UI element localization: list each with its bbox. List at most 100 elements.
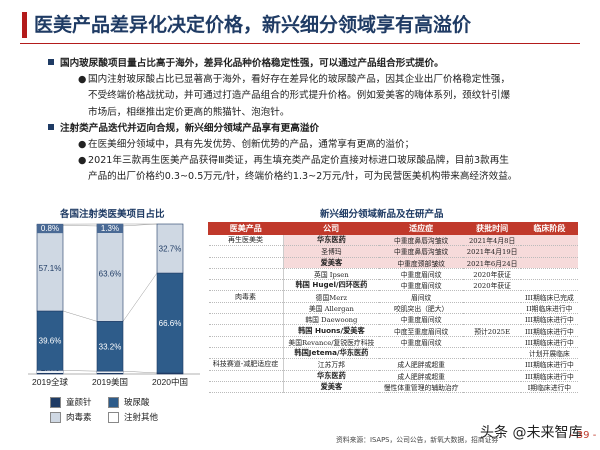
table-cell: 计划开展临床 [521,347,578,360]
table-cell: 咬肌突出（肥大） [379,302,464,315]
table-cell: 2021年4月8日 [463,234,522,247]
legend-swatch [108,411,119,423]
table-cell [208,302,284,315]
table-cell: 华东医药 [283,370,380,382]
table-cell: III期临床已完成 [521,290,578,303]
table-cell [521,268,578,281]
table-cell: 中重度眉间纹 [379,279,464,292]
table-cell: 2021年4月19日 [463,245,522,258]
bullet-1: 国内玻尿酸项目量占比高于海外，差异化品种价格稳定性强，可以通过产品组合形式提价。 [48,56,588,72]
data-label: 63.6% [99,270,122,279]
table-row: 韩国 Daewoong 中重度眉间纹 III期临床进行中 [208,313,578,326]
table-row: 肉毒素 德国Merz 眉间纹 III期临床已完成 [208,290,578,303]
table-cell: 2021年6月24日 [463,257,522,269]
table-cell [208,268,284,281]
bar-segment [156,223,184,274]
bullet-2-point-2: ● 2021年三款再生医美产品获得Ⅲ类证，再生填充类产品定价直接对标进口玻尿酸品牌… [78,155,509,167]
bar-segment [96,321,124,372]
stacked-bar-chart: 2.4%39.6%57.1%0.8%2019全球1.9%33.2%63.6%1.… [28,223,200,387]
table-cell: III期临床进行中 [521,324,578,337]
table-cell: 美国 Allergan [283,302,380,315]
table-row: 圣博玛 中重度鼻唇沟皱纹 2021年4月19日 [208,245,578,258]
table-row: 美国Revance/复锐医疗科技 中重度眉间纹 III期临床进行中 [208,336,578,348]
data-label: 57.1% [39,264,62,273]
table-cell: II期临床进行中 [521,302,578,315]
table-cell: 中重度颈部皱纹 [379,257,464,269]
table-cell: 慢性体重管理的辅助治疗 [379,381,464,394]
table-cell: 科技赛道-减肥适应症 [208,358,284,371]
table-cell [521,279,578,292]
data-label: 66.6% [159,319,182,328]
table-row: 英国 Ipsen 中重度眉间纹 2020年获证 [208,268,578,281]
table-cell [463,336,522,348]
table-row: 华东医药 成人肥胖或超重 III期临床进行中 [208,370,578,382]
table-cell [463,313,522,326]
table-cell [463,347,522,360]
table-cell: 德国Merz [283,290,380,303]
legend-label: 注射其他 [124,413,159,423]
bar-segment [36,310,64,371]
table-cell [208,324,284,337]
table-cell: 中重度眉间纹 [379,313,464,326]
bullet-2-point-1: ● 在医美细分领域中，具有先发优势、创新优势的产品，通常享有更高的溢价； [78,139,415,151]
table-cell: 中重度眉间纹 [379,268,464,281]
bullet-2: 注射类产品迭代并迈向合规，新兴细分领域产品享有更高溢价 [48,121,588,137]
bar-segment [156,272,184,374]
legend-label: 玻尿酸 [124,398,150,408]
body-text: 国内玻尿酸项目量占比高于海外，差异化品种价格稳定性强，可以通过产品组合形式提价。… [48,56,588,186]
table-cell [521,257,578,269]
legend-swatch [50,396,61,408]
table-cell [463,358,522,371]
table-title: 新兴细分领域新品及在研产品 [320,209,444,220]
bullet-1-text-3: 市场后，相继推出定价更高的熊猫针、泡泡针。 [88,106,290,118]
table-cell: 韩国 Daewoong [283,313,380,326]
table-row: 韩国 Hugel/四环医药 中重度眉间纹 2020年获证 [208,279,578,292]
title-accent-bar [22,12,27,38]
table-row: 科技赛道-减肥适应症 江苏万邦 成人肥胖或超重 III期临床进行中 [208,358,578,371]
table-cell [521,245,578,258]
page-title: 医美产品差异化决定价格，新兴细分领域享有高溢价 [34,14,472,36]
title-divider [20,43,580,44]
legend-item: 注射其他 [108,411,158,423]
table-cell: 爱美客 [283,381,380,394]
table-cell [521,234,578,247]
bullet-2-point-2-cont: 产品的出厂价格约0.3~0.5万元/针，终端价格约1.3~2万元/针，可为民营医… [88,171,518,183]
table-cell: III期临床进行中 [521,358,578,371]
table-cell: 爱美客 [283,257,380,269]
connector-line [62,310,98,322]
table-row: 美国 Allergan 咬肌突出（肥大） II期临床进行中 [208,302,578,315]
table-cell: 圣博玛 [283,245,380,258]
data-label: 0.8% [41,224,59,233]
connector-line [122,272,158,322]
square-bullet-icon [48,123,54,130]
table-header-cell: 医美产品 [208,222,284,235]
table-cell: III期临床进行中 [521,370,578,382]
legend-item: 肉毒素 [50,411,92,423]
table-cell: 眉间纹 [379,290,464,303]
table-cell [463,370,522,382]
data-label-bg [37,224,63,234]
table-cell [208,279,284,292]
legend-swatch [50,411,61,423]
table-cell: 华东医药 [283,234,380,247]
table-header-cell: 公司 [282,222,380,235]
watermark: 头条 @未来智库 [480,425,583,441]
x-tick-label: 2019全球 [32,377,68,387]
table-row: 韩国 Huons/爱美客 中度至重度眉间纹 预计2025E III期临床进行中 [208,324,578,337]
data-label-bg [97,224,123,233]
legend-swatch [108,396,119,408]
square-bullet-icon [48,59,54,65]
table-cell: 2020年获证 [463,268,522,281]
table-cell: 预计2025E [463,324,522,337]
table-row: 再生医美类 华东医药 中重度鼻唇沟皱纹 2021年4月8日 [208,234,578,247]
table-cell: 成人肥胖或超重 [379,358,464,371]
table-cell: 韩国Jetema/华东医药 [283,347,380,360]
table-cell: III期临床进行中 [521,336,578,348]
table-row: 爱美客 慢性体重管理的辅助治疗 I期临床进行中 [208,381,578,394]
bar-segment [96,225,124,322]
table-cell [208,257,284,269]
data-label: 1.3% [101,224,119,233]
table-header-cell: 临床阶段 [520,222,579,235]
data-label: 39.6% [39,337,62,346]
table-cell: 美国Revance/复锐医疗科技 [283,336,380,348]
